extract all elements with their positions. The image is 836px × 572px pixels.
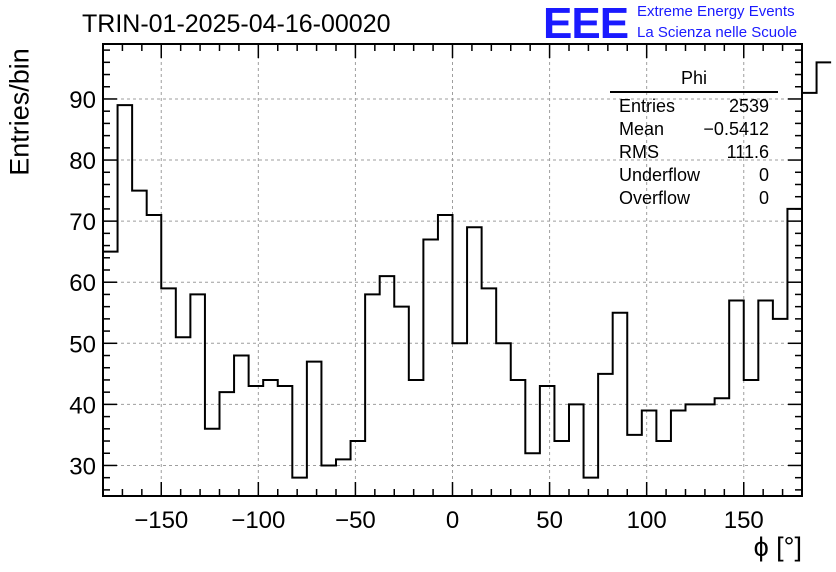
x-tick-label: −150: [134, 507, 188, 534]
y-tick-label: 50: [69, 331, 96, 358]
y-tick-label: 90: [69, 87, 96, 114]
stats-value: 0: [758, 165, 769, 185]
x-axis-label: ϕ [°]: [753, 532, 802, 562]
stats-label: Underflow: [619, 165, 701, 185]
stats-row-overflow: Overflow 0: [610, 187, 778, 210]
stats-row-underflow: Underflow 0: [610, 164, 778, 187]
y-tick-label: 70: [69, 209, 96, 236]
stats-value: 0: [758, 188, 769, 208]
stats-label: RMS: [619, 142, 659, 162]
y-axis-label: Entries/bin: [4, 48, 35, 176]
x-axis-ticks: −150 −100 −50 0 50 100 150: [102, 44, 803, 534]
eee-logo: EEE: [543, 0, 629, 48]
x-tick-label: −100: [231, 507, 285, 534]
y-axis-ticks: 30 40 50 60 70 80 90: [69, 49, 802, 491]
stats-label: Overflow: [619, 188, 691, 208]
stats-value: −0.5412: [703, 119, 769, 139]
x-tick-label: 150: [724, 507, 764, 534]
y-tick-label: 80: [69, 148, 96, 175]
x-tick-label: 100: [627, 507, 667, 534]
x-tick-label: −50: [335, 507, 376, 534]
x-tick-label: 0: [446, 507, 459, 534]
stats-value: 111.6: [726, 142, 769, 162]
x-tick-label: 50: [536, 507, 563, 534]
stats-label: Mean: [619, 119, 665, 139]
y-tick-label: 60: [69, 270, 96, 297]
histogram-series: [102, 61, 832, 496]
y-tick-label: 40: [69, 392, 96, 419]
stats-title: Phi: [680, 68, 707, 88]
logo-line-2: La Scienza nelle Scuole: [637, 24, 798, 41]
chart-title: TRIN-01-2025-04-16-00020: [82, 10, 391, 38]
stats-row-mean: Mean −0.5412: [610, 118, 778, 141]
stats-box: Phi Entries 2539 Mean −0.5412 RMS 111.6 …: [610, 68, 778, 210]
y-tick-label: 30: [69, 453, 96, 480]
stats-value: 2539: [728, 96, 769, 116]
stats-row-entries: Entries 2539: [610, 95, 778, 118]
stats-label: Entries: [619, 96, 676, 116]
logo-line-1: Extreme Energy Events: [637, 3, 795, 20]
stats-row-rms: RMS 111.6: [610, 141, 778, 164]
stats-divider: [610, 91, 778, 93]
